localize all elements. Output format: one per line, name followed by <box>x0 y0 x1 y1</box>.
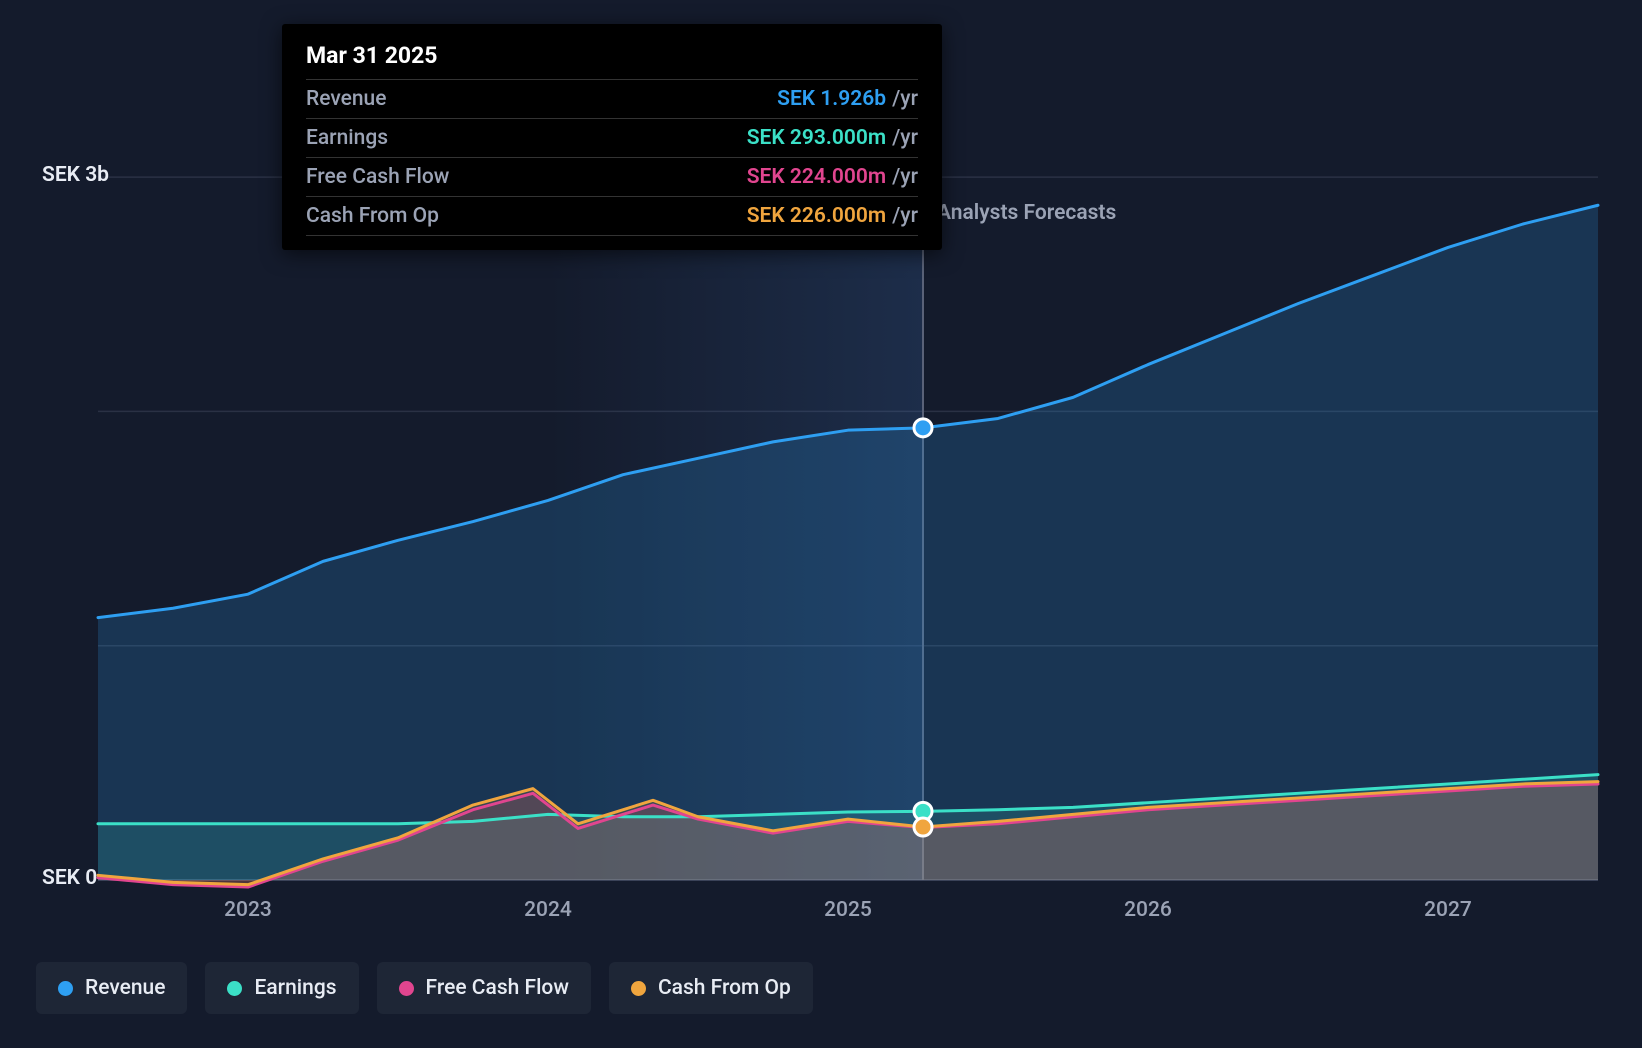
tooltip-unit: /yr <box>892 165 918 189</box>
tooltip-row-free-cash-flow: Free Cash Flow SEK 224.000m/yr <box>306 157 918 196</box>
x-tick-2023: 2023 <box>224 898 272 922</box>
legend-dot-icon <box>58 981 73 996</box>
legend-label: Earnings <box>254 976 336 1000</box>
legend-item-revenue[interactable]: Revenue <box>36 962 187 1014</box>
legend-label: Free Cash Flow <box>426 976 569 1000</box>
tooltip-value: SEK 226.000m <box>747 204 886 228</box>
tooltip-label: Cash From Op <box>306 204 439 228</box>
tooltip-label: Earnings <box>306 126 388 150</box>
section-label-forecast: Analysts Forecasts <box>937 201 1116 225</box>
legend-dot-icon <box>631 981 646 996</box>
legend-item-earnings[interactable]: Earnings <box>205 962 358 1014</box>
legend-label: Revenue <box>85 976 165 1000</box>
legend-item-cfo[interactable]: Cash From Op <box>609 962 813 1014</box>
tooltip-date: Mar 31 2025 <box>306 42 918 69</box>
financial-chart: SEK 3b SEK 0 20232024202520262027 Past A… <box>0 0 1642 1048</box>
tooltip-value: SEK 224.000m <box>747 165 886 189</box>
x-tick-2024: 2024 <box>524 898 572 922</box>
tooltip-unit: /yr <box>892 87 918 111</box>
x-tick-2025: 2025 <box>824 898 872 922</box>
tooltip-label: Free Cash Flow <box>306 165 449 189</box>
legend: Revenue Earnings Free Cash Flow Cash From O… <box>36 962 813 1014</box>
legend-dot-icon <box>227 981 242 996</box>
legend-dot-icon <box>399 981 414 996</box>
y-tick-3b: SEK 3b <box>42 163 109 187</box>
tooltip-value: SEK 293.000m <box>747 126 886 150</box>
y-tick-0: SEK 0 <box>42 866 97 890</box>
hover-tooltip: Mar 31 2025 RevenueSEK 1.926b/yrEarnings… <box>282 24 942 250</box>
legend-label: Cash From Op <box>658 976 791 1000</box>
x-tick-2027: 2027 <box>1424 898 1472 922</box>
tooltip-unit: /yr <box>892 126 918 150</box>
tooltip-row-earnings: Earnings SEK 293.000m/yr <box>306 118 918 157</box>
tooltip-value: SEK 1.926b <box>777 87 886 111</box>
legend-item-fcf[interactable]: Free Cash Flow <box>377 962 591 1014</box>
x-tick-2026: 2026 <box>1124 898 1172 922</box>
tooltip-row-revenue: Revenue SEK 1.926b/yr <box>306 79 918 118</box>
tooltip-row-cash-from-op: Cash From Op SEK 226.000m/yr <box>306 196 918 236</box>
tooltip-label: Revenue <box>306 87 386 111</box>
tooltip-unit: /yr <box>892 204 918 228</box>
